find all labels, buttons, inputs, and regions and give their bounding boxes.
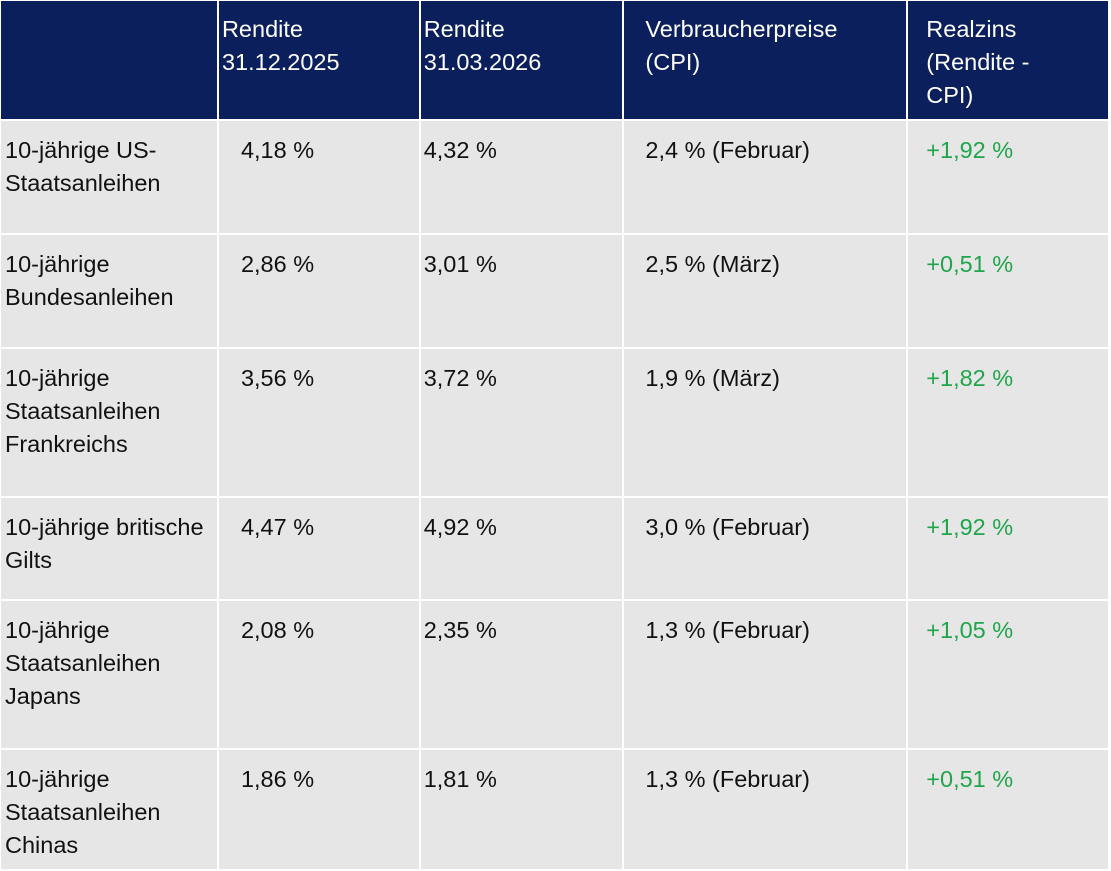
table-row: 10-jährige Staatsanleihen Chinas 1,86 % 1,… [1, 750, 1108, 869]
cell-value: 2,35 % [423, 617, 497, 643]
cell-value: 2,5 % (März) [645, 251, 780, 277]
value-cell: 4,18 % [218, 121, 419, 233]
cell-value: +0,51 % [926, 766, 1014, 792]
header-cell: Realzins (Rendite - CPI) [908, 1, 1108, 119]
cell-value: 3,01 % [423, 251, 497, 277]
row-label-cell: 10-jährige Staatsanleihen Chinas [1, 750, 217, 869]
cell-value: 1,86 % [240, 766, 315, 792]
cell-value: 4,47 % [240, 514, 315, 540]
table-row: 10-jährige Staatsanleihen Japans 2,08 % 2,… [1, 601, 1108, 748]
header-cell: Rendite 31.12.2025 [218, 1, 419, 119]
header-text: Verbraucherpreise (CPI) [645, 16, 838, 75]
value-cell: 4,47 % [218, 498, 419, 599]
row-label-cell: 10-jährige US-Staatsanleihen [1, 121, 217, 233]
value-cell: +1,05 % [908, 601, 1108, 748]
value-cell: 2,5 % (März) [624, 235, 907, 347]
value-cell: 2,35 % [420, 601, 623, 748]
value-cell: 3,72 % [420, 349, 623, 496]
cell-value: 1,3 % (Februar) [645, 617, 810, 643]
row-label: 10-jährige Staatsanleihen Japans [5, 617, 161, 709]
cell-value: 2,86 % [240, 251, 315, 277]
table-row: 10-jährige Bundesanleihen 2,86 % 3,01 % 2,5… [1, 235, 1108, 347]
value-cell: 1,81 % [420, 750, 623, 869]
row-label: 10-jährige US-Staatsanleihen [5, 137, 161, 196]
value-cell: 2,86 % [218, 235, 419, 347]
cell-value: +1,05 % [926, 617, 1014, 643]
table-row: 10-jährige britische Gilts 4,47 % 4,92 % 3,… [1, 498, 1108, 599]
cell-value: +1,82 % [926, 365, 1014, 391]
table-row: 10-jährige Staatsanleihen Frankreichs 3,5… [1, 349, 1108, 496]
value-cell: 4,32 % [420, 121, 623, 233]
cell-value: 3,56 % [240, 365, 315, 391]
cell-value: 4,18 % [240, 137, 315, 163]
cell-value: 3,72 % [423, 365, 497, 391]
header-cell: Verbraucherpreise (CPI) [624, 1, 907, 119]
row-label-cell: 10-jährige Staatsanleihen Japans [1, 601, 217, 748]
value-cell: 2,08 % [218, 601, 419, 748]
row-label: 10-jährige Bundesanleihen [5, 251, 174, 310]
cell-value: 4,92 % [423, 514, 497, 540]
header-cell [1, 1, 217, 119]
row-label: 10-jährige Staatsanleihen Chinas [5, 766, 161, 858]
cell-value: 3,0 % (Februar) [645, 514, 810, 540]
row-label-cell: 10-jährige britische Gilts [1, 498, 217, 599]
value-cell: +0,51 % [908, 235, 1108, 347]
header-row: Rendite 31.12.2025 Rendite 31.03.2026 Verb… [1, 1, 1108, 119]
cell-value: 4,32 % [423, 137, 497, 163]
cell-value: 2,4 % (Februar) [645, 137, 810, 163]
row-label-cell: 10-jährige Staatsanleihen Frankreichs [1, 349, 217, 496]
cell-value: 1,3 % (Februar) [645, 766, 810, 792]
value-cell: 4,92 % [420, 498, 623, 599]
value-cell: +1,82 % [908, 349, 1108, 496]
cell-value: +1,92 % [926, 514, 1014, 540]
value-cell: 3,01 % [420, 235, 623, 347]
value-cell: 1,86 % [218, 750, 419, 869]
table-row: 10-jährige US-Staatsanleihen 4,18 % 4,32 %… [1, 121, 1108, 233]
header-text: Rendite 31.12.2025 [221, 16, 340, 75]
header-cell: Rendite 31.03.2026 [420, 1, 623, 119]
table-body: 10-jährige US-Staatsanleihen 4,18 % 4,32 %… [1, 121, 1108, 869]
cell-value: +0,51 % [926, 251, 1014, 277]
cell-value: +1,92 % [926, 137, 1014, 163]
value-cell: 1,3 % (Februar) [624, 601, 907, 748]
value-cell: 3,0 % (Februar) [624, 498, 907, 599]
header-text: Rendite 31.03.2026 [423, 16, 542, 75]
cell-value: 1,81 % [423, 766, 497, 792]
row-label: 10-jährige Staatsanleihen Frankreichs [5, 365, 161, 457]
value-cell: 1,3 % (Februar) [624, 750, 907, 869]
value-cell: +1,92 % [908, 121, 1108, 233]
value-cell: +1,92 % [908, 498, 1108, 599]
header-text: Realzins (Rendite - CPI) [926, 16, 1030, 108]
value-cell: +0,51 % [908, 750, 1108, 869]
value-cell: 3,56 % [218, 349, 419, 496]
row-label-cell: 10-jährige Bundesanleihen [1, 235, 217, 347]
row-label: 10-jährige britische Gilts [5, 514, 204, 573]
value-cell: 2,4 % (Februar) [624, 121, 907, 233]
value-cell: 1,9 % (März) [624, 349, 907, 496]
cell-value: 2,08 % [240, 617, 315, 643]
cell-value: 1,9 % (März) [645, 365, 780, 391]
